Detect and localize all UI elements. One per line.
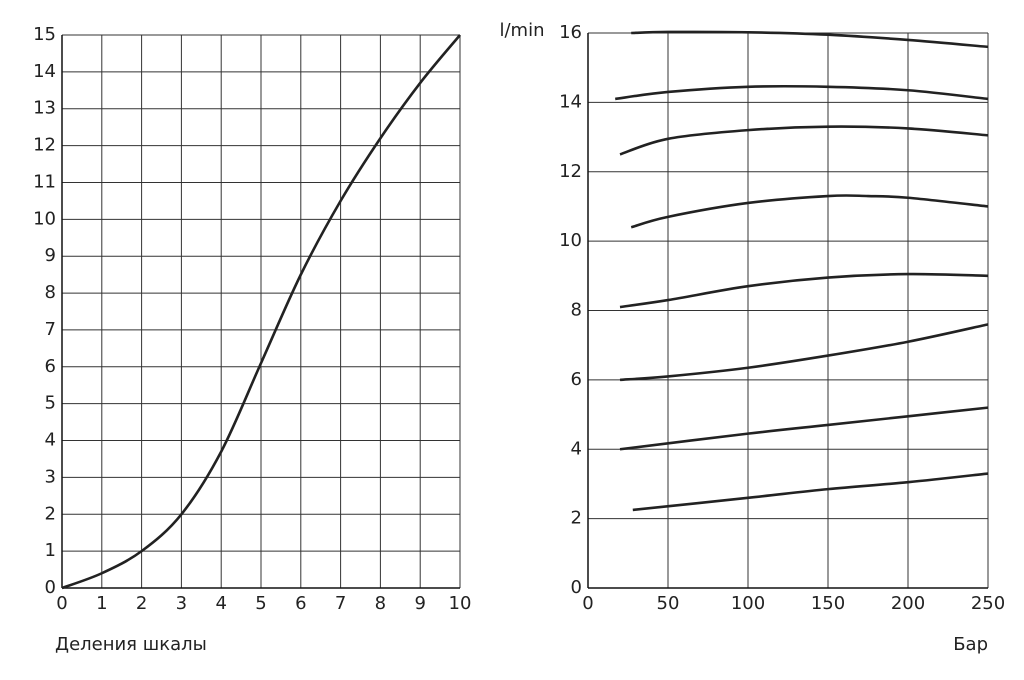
curve — [630, 194, 989, 229]
x-tick-label: 10 — [449, 593, 472, 614]
y-tick-label: 6 — [571, 369, 582, 390]
y-tick-label: 11 — [33, 171, 56, 192]
y-tick-label: 12 — [33, 135, 56, 156]
x-tick-label: 0 — [56, 593, 67, 614]
x-axis-label: Деления шкалы — [55, 634, 207, 655]
y-tick-label: 8 — [45, 282, 56, 303]
x-axis-label: Бар — [953, 634, 988, 655]
curve — [631, 30, 989, 49]
x-tick-label: 2 — [136, 593, 147, 614]
y-tick-label: 7 — [45, 319, 56, 340]
y-tick-label: 4 — [45, 430, 56, 451]
y-tick-label: 15 — [33, 24, 56, 45]
x-tick-label: 0 — [582, 593, 593, 614]
x-tick-label: 150 — [811, 593, 845, 614]
y-tick-label: 4 — [571, 438, 582, 459]
curve — [619, 323, 989, 382]
x-tick-label: 4 — [215, 593, 226, 614]
y-tick-label: 12 — [559, 161, 582, 182]
x-tick-label: 7 — [335, 593, 346, 614]
x-tick-label: 100 — [731, 593, 765, 614]
curve — [615, 84, 989, 101]
curve — [619, 272, 989, 309]
y-tick-label: 14 — [33, 61, 56, 82]
x-tick-label: 200 — [891, 593, 925, 614]
y-tick-label: 6 — [45, 356, 56, 377]
x-tick-label: 3 — [176, 593, 187, 614]
curve — [619, 406, 989, 451]
y-tick-label: 13 — [33, 98, 56, 119]
curve — [61, 34, 462, 590]
y-tick-label: 0 — [45, 577, 56, 598]
x-tick-label: 250 — [971, 593, 1005, 614]
y-tick-label: 2 — [571, 508, 582, 529]
y-tick-label: 10 — [33, 208, 56, 229]
x-tick-label: 5 — [255, 593, 266, 614]
y-tick-label: 1 — [45, 540, 56, 561]
y-tick-label: 0 — [571, 577, 582, 598]
y-tick-label: 8 — [571, 300, 582, 321]
x-tick-label: 50 — [657, 593, 680, 614]
curve — [619, 125, 989, 156]
curve — [632, 472, 989, 512]
x-tick-label: 9 — [414, 593, 425, 614]
y-tick-label: 5 — [45, 393, 56, 414]
y-tick-label: 10 — [559, 230, 582, 251]
y-tick-label: 16 — [559, 22, 582, 43]
x-tick-label: 1 — [96, 593, 107, 614]
y-tick-label: 2 — [45, 503, 56, 524]
x-tick-label: 6 — [295, 593, 306, 614]
y-tick-label: 14 — [559, 91, 582, 112]
y-tick-label: 3 — [45, 466, 56, 487]
y-tick-label: 9 — [45, 245, 56, 266]
x-tick-label: 8 — [375, 593, 386, 614]
y-axis-label: l/min — [499, 20, 544, 41]
